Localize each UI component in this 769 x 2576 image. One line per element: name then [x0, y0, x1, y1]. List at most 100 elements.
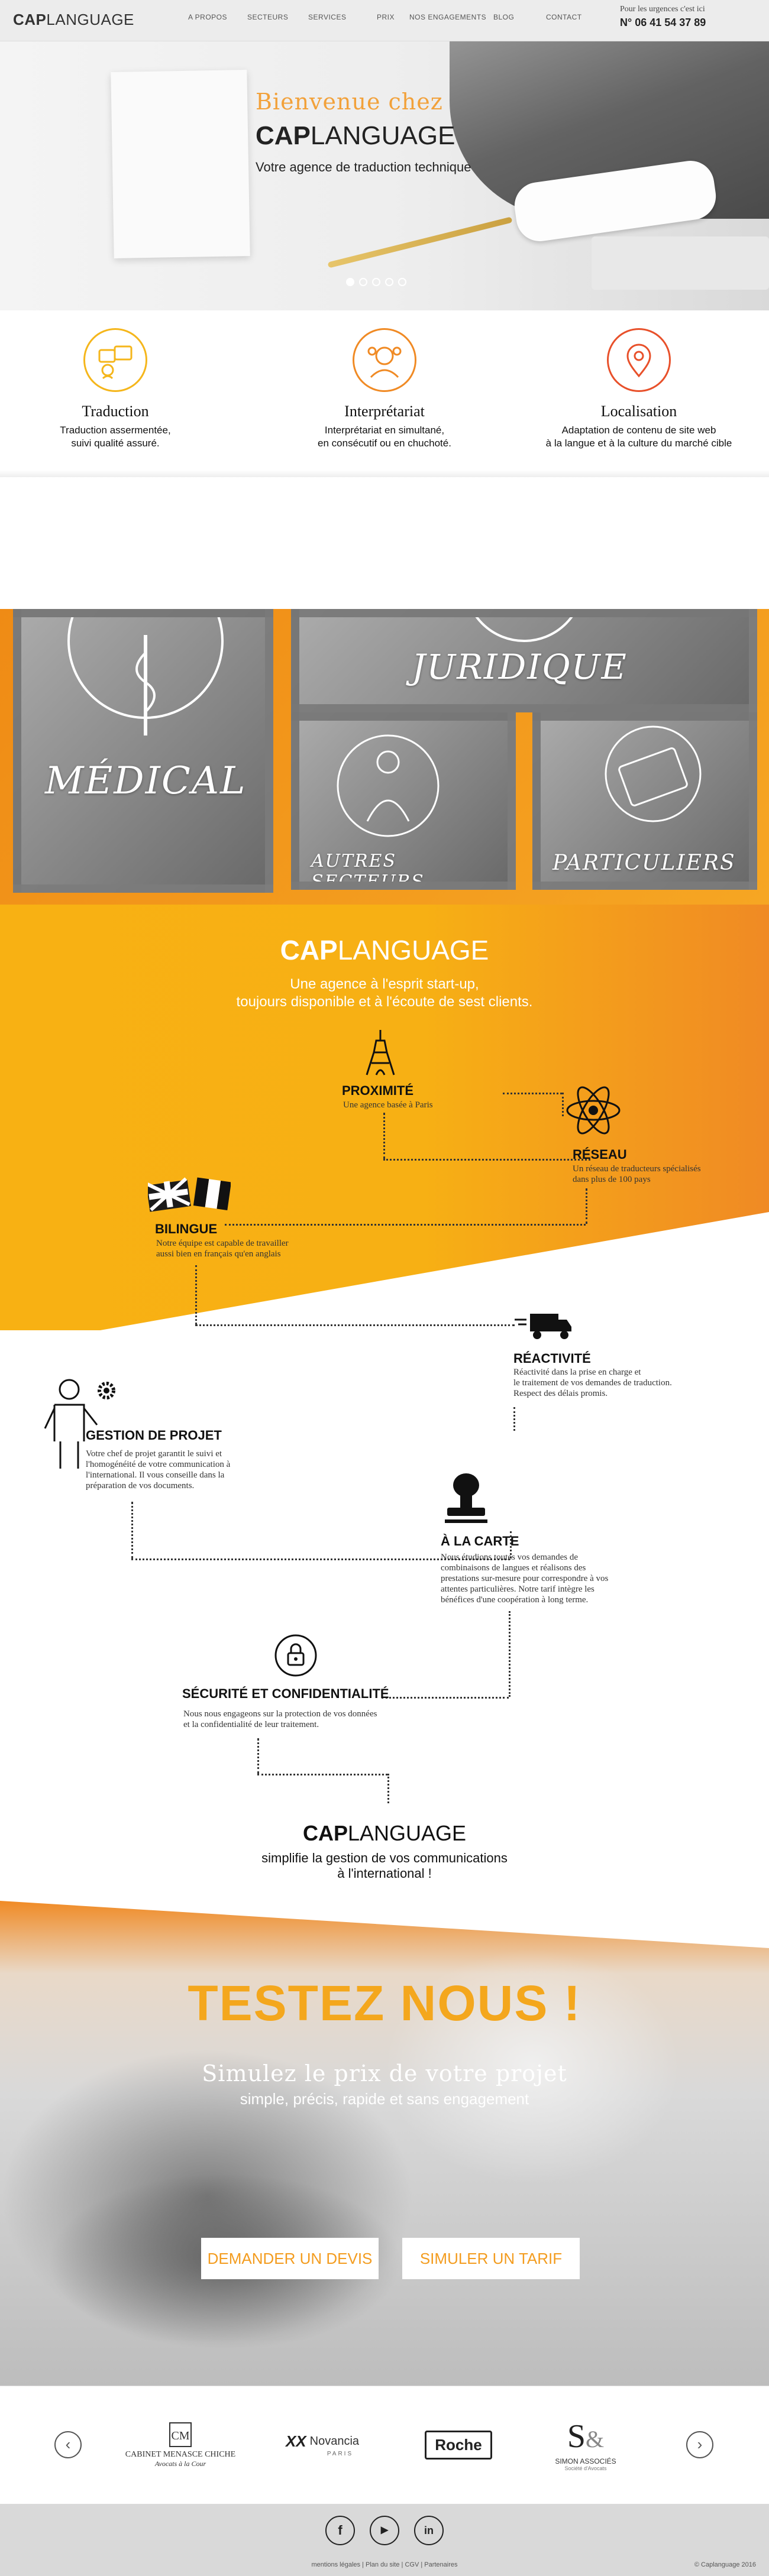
connector: [562, 1093, 564, 1116]
service-localisation[interactable]: Localisation Adaptation de contenu de si…: [532, 328, 745, 450]
sector-tile-medical[interactable]: MÉDICAL: [13, 609, 273, 893]
partners-carousel: [0, 2386, 769, 2504]
flags-icon: [148, 1177, 231, 1212]
feature-text-carte: Nous étudions toutes vos demandes de comb…: [441, 1553, 609, 1605]
urgency-text: Pour les urgences c'est ici: [620, 5, 705, 14]
eiffel-tower-icon: [366, 1030, 395, 1075]
location-pin-icon: [607, 328, 671, 392]
service-title: Interprétariat: [344, 403, 425, 420]
partner-logo-roche[interactable]: Roche: [414, 2412, 503, 2477]
feature-title-proximite: PROXIMITÉ: [342, 1083, 414, 1098]
interpreting-icon: [353, 328, 416, 392]
hero-welcome: Bienvenue chez: [256, 89, 443, 115]
connector: [586, 1188, 587, 1224]
linkedin-icon[interactable]: in: [414, 2516, 444, 2545]
urgency-contact[interactable]: Pour les urgences c'est ici N° 06 41 54 …: [620, 5, 756, 29]
diagonal-divider: [0, 1212, 769, 1348]
testez-subtitle-2: simple, précis, rapide et sans engagemen…: [240, 2090, 529, 2108]
network-atom-icon: [566, 1086, 621, 1135]
footer-links[interactable]: mentions légales | Plan du site | CGV | …: [311, 2561, 458, 2568]
service-text: Adaptation de contenu de site web à la la…: [545, 425, 732, 449]
connector: [131, 1558, 510, 1560]
feature-title-bilingue: BILINGUE: [155, 1221, 218, 1236]
nav-prix[interactable]: PRIX: [377, 13, 395, 21]
connector: [383, 1113, 385, 1159]
translation-icon: [83, 328, 147, 392]
service-interpretariat[interactable]: Interprétariat Interprétariat en simulta…: [284, 328, 485, 450]
testez-subtitle: Simulez le prix de votre projet: [202, 2060, 567, 2086]
testez-section: [0, 1901, 769, 2386]
sector-label: JURIDIQUE: [412, 647, 628, 687]
urgency-phone[interactable]: N° 06 41 54 37 89: [620, 17, 706, 28]
sector-label: PARTICULIERS: [552, 851, 736, 875]
feature-text-securite: Nous nous engageons sur la protection de…: [183, 1709, 377, 1729]
nav-services[interactable]: SERVICES: [308, 13, 347, 21]
connector: [257, 1774, 387, 1775]
slider-dot-5[interactable]: [398, 278, 406, 286]
feature-text-reactivite: Réactivité dans la prise en charge et le …: [513, 1368, 672, 1398]
closing-brand: CAPLANGUAGE: [302, 1821, 467, 1845]
facebook-icon[interactable]: f: [325, 2516, 355, 2545]
service-title: Traduction: [82, 403, 149, 420]
project-manager-icon: [44, 1379, 115, 1469]
statue-icon: [337, 734, 440, 837]
connector: [195, 1265, 197, 1324]
service-title: Localisation: [600, 403, 677, 420]
partner-logo-cabinet[interactable]: CM CABINET MENASCE CHICHE Avocats à la C…: [118, 2412, 243, 2477]
top-navigation-bar: [0, 0, 769, 41]
scales-icon: [475, 617, 573, 642]
feature-title-carte: À LA CARTE: [441, 1534, 519, 1548]
sector-label: AUTRES SECTEURS: [311, 851, 425, 890]
feature-title-securite: SÉCURITÉ ET CONFIDENTIALITÉ: [182, 1686, 389, 1701]
passport-icon: [605, 725, 702, 822]
hero-photo-keyboard: [592, 236, 769, 290]
site-logo[interactable]: CAPLANGUAGE: [13, 11, 134, 28]
connector: [382, 1697, 509, 1699]
connector: [131, 1502, 133, 1558]
demander-devis-button[interactable]: DEMANDER UN DEVIS: [201, 2238, 379, 2279]
nav-a-propos[interactable]: A PROPOS: [188, 13, 228, 21]
service-text: Interprétariat en simultané, en consécuti…: [318, 425, 451, 449]
partner-logo-novancia[interactable]: XX Novancia PARIS: [285, 2432, 360, 2457]
sector-tile-autres[interactable]: AUTRES SECTEURS: [291, 712, 516, 890]
hero-subtitle: Votre agence de traduction technique: [256, 160, 471, 174]
slider-dot-3[interactable]: [372, 278, 380, 286]
connector: [513, 1407, 515, 1431]
intro-tagline: Une agence à l'esprit start-up, toujours …: [236, 976, 533, 1010]
youtube-icon[interactable]: ▶: [370, 2516, 399, 2545]
connector: [257, 1738, 259, 1774]
connector: [225, 1224, 586, 1226]
slider-dot-2[interactable]: [359, 278, 367, 286]
partner-logo-simon[interactable]: S& SIMON ASSOCIÉS Société d'Avocats: [555, 2418, 616, 2471]
service-traduction[interactable]: Traduction Traduction assermentée, suivi …: [15, 328, 216, 450]
hero-photo-pen: [327, 216, 513, 268]
carousel-prev-arrow[interactable]: ‹: [54, 2431, 82, 2458]
feature-title-reseau: RÉSEAU: [573, 1147, 627, 1162]
testez-blur-shape: [384, 1948, 680, 2185]
nav-secteurs[interactable]: SECTEURS: [247, 13, 289, 21]
connector: [195, 1324, 515, 1326]
diagonal-divider: [0, 1901, 769, 1948]
simuler-tarif-button[interactable]: SIMULER UN TARIF: [402, 2238, 580, 2279]
hero-banner: [0, 41, 769, 310]
nav-blog[interactable]: BLOG: [493, 13, 515, 21]
hero-brand: CAPLANGUAGE: [256, 121, 455, 150]
slider-dots: [346, 278, 411, 289]
sector-tile-particuliers[interactable]: PARTICULIERS: [532, 712, 757, 890]
carousel-next-arrow[interactable]: ›: [686, 2431, 713, 2458]
svg-text:CM: CM: [171, 2429, 189, 2442]
connector: [510, 1531, 512, 1558]
sector-tile-juridique[interactable]: JURIDIQUE: [291, 609, 757, 712]
nav-contact[interactable]: CONTACT: [546, 13, 582, 21]
slider-dot-1[interactable]: [346, 278, 354, 286]
feature-text-proximite: Une agence basée à Paris: [343, 1100, 433, 1110]
service-text: Traduction assermentée, suivi qualité ass…: [60, 425, 171, 449]
connector: [383, 1159, 590, 1161]
nav-nos-engagements[interactable]: NOS ENGAGEMENTS: [409, 13, 487, 21]
sector-label: MÉDICAL: [45, 759, 247, 803]
feature-title-gestion: GESTION DE PROJET: [86, 1428, 222, 1443]
slider-dot-4[interactable]: [385, 278, 393, 286]
hero-photo-paper: [111, 70, 250, 258]
feature-title-reactivite: RÉACTIVITÉ: [513, 1351, 591, 1366]
divider: [0, 470, 769, 477]
